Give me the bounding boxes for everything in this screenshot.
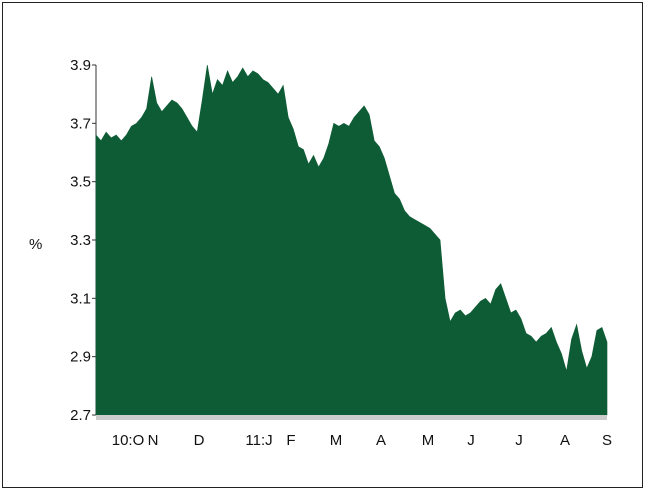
x-tick-label: J — [467, 432, 475, 449]
x-tick-label: M — [330, 432, 343, 449]
y-tick-label: 3.1 — [70, 290, 91, 307]
plot-area — [95, 64, 608, 420]
price-chart: 3.9 3.7 3.5 3.3 3.1 2.9 2.7 10:O N D 11:J F M A M J J A S… — [29, 57, 612, 449]
x-tick-label: 11:J — [245, 432, 272, 449]
x-tick-label: S — [602, 432, 612, 449]
x-tick-label: A — [376, 432, 386, 449]
x-tick-label: 10:O — [112, 432, 145, 449]
x-tick-label: M — [422, 432, 435, 449]
x-tick-label: N — [148, 432, 159, 449]
x-tick-label: D — [194, 432, 205, 449]
y-tick-label: 3.7 — [70, 115, 91, 132]
x-tick-label: J — [515, 432, 523, 449]
x-tick-label: A — [560, 432, 570, 449]
y-tick-label: 3.3 — [70, 232, 91, 249]
y-axis: 3.9 3.7 3.5 3.3 3.1 2.9 2.7 — [70, 57, 97, 424]
chart-frame: 3.9 3.7 3.5 3.3 3.1 2.9 2.7 10:O N D 11:J F M A M J J A S… — [2, 2, 643, 488]
x-tick-label: F — [286, 432, 295, 449]
baseline-band — [96, 415, 607, 420]
y-tick-label: 2.7 — [70, 407, 91, 424]
x-axis: 10:O N D 11:J F M A M J J A S — [112, 432, 612, 449]
y-tick-label: 3.5 — [70, 174, 91, 191]
y-axis-title: % — [29, 236, 42, 253]
y-tick-label: 2.9 — [70, 349, 91, 366]
series-area — [95, 64, 608, 416]
y-tick-label: 3.9 — [70, 57, 91, 74]
